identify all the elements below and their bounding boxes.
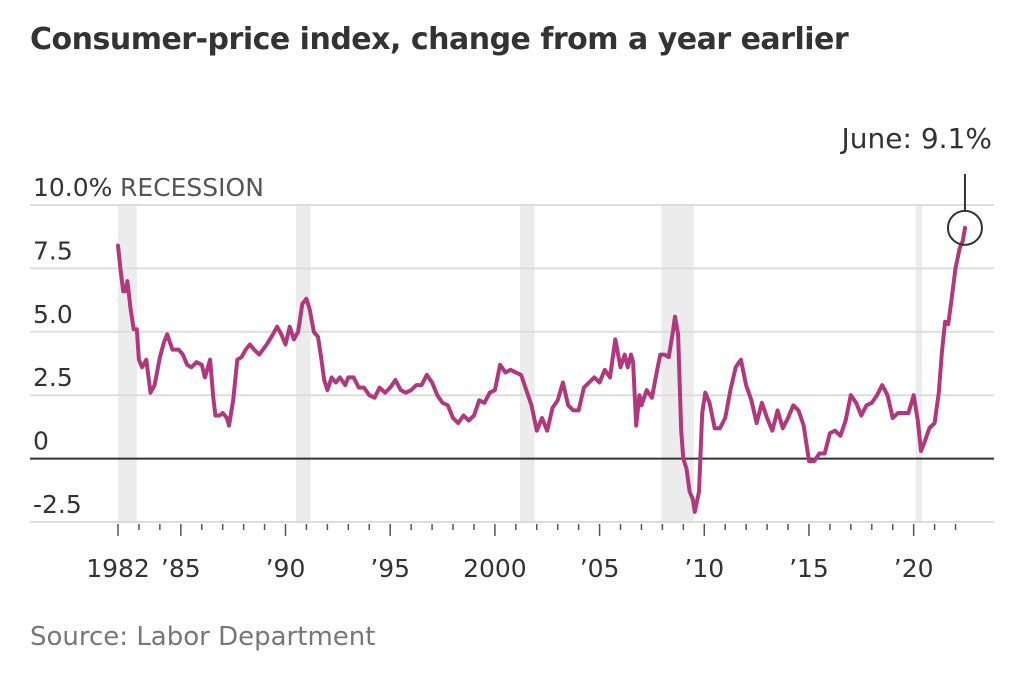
x-tick-label: ’15 [789,554,829,583]
source-note: Source: Labor Department [30,622,376,652]
chart-title: Consumer-price index, change from a year… [30,22,849,57]
recession-band [520,205,535,522]
y-tick-label: 10.0% [33,173,112,202]
recession-legend-label: RECESSION [120,173,264,202]
annotation-june: June: 9.1% [840,122,992,246]
x-tick-label: 2000 [463,554,527,583]
x-tick-label: 1982 [86,554,150,583]
y-tick-label: 7.5 [33,236,73,265]
y-tick-label: -2.5 [33,490,82,519]
x-tick-label: ’90 [266,554,306,583]
x-tick-label: ’85 [161,554,201,583]
line-chart: 10.0% 7.5 5.0 2.5 0 -2.5 RECESSION 1982 ’85 ’90… [30,122,994,583]
y-tick-label: 5.0 [33,300,73,329]
x-tick-label: ’95 [370,554,410,583]
annotation-label: June: 9.1% [840,122,992,155]
recession-band [915,205,923,522]
y-tick-label: 0 [33,427,49,456]
series-cpi [116,225,967,514]
recession-band [118,205,137,522]
series-line [116,225,967,514]
recession-band [295,205,311,522]
x-axis: 1982 ’85 ’90 ’95 2000 ’05 ’10 ’15 ’20 [86,524,957,583]
y-tick-label: 2.5 [33,363,73,392]
annotation-marker-circle [946,209,983,246]
y-axis-tick-labels: 10.0% 7.5 5.0 2.5 0 -2.5 [33,173,112,519]
x-tick-label: ’20 [894,554,934,583]
recession-bands [118,205,923,522]
x-tick-label: ’10 [684,554,724,583]
gridlines [30,204,994,523]
x-tick-label: ’05 [580,554,620,583]
